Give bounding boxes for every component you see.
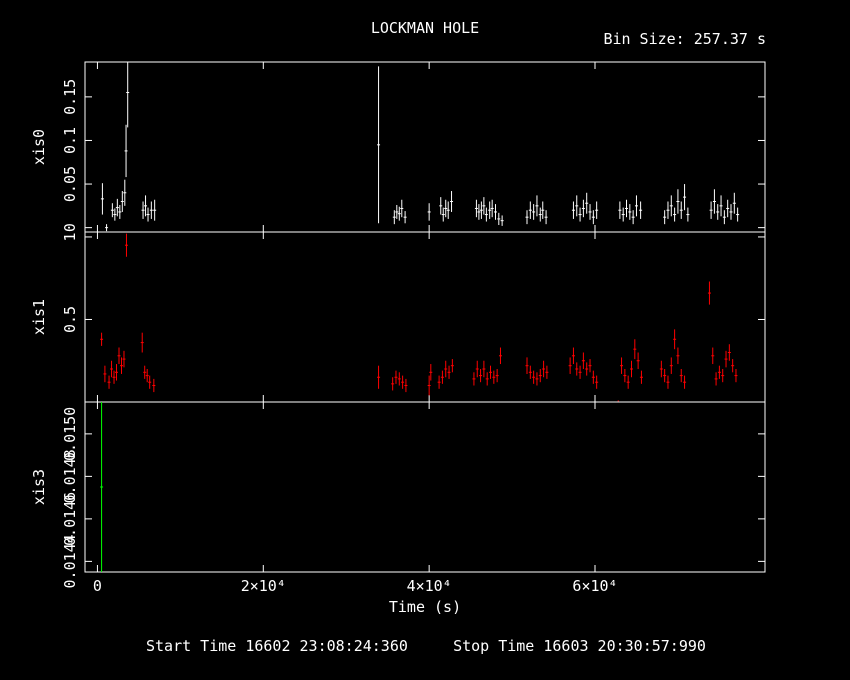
y-tick-label: 0.1 (61, 127, 79, 154)
x-tick-label: 0 (93, 577, 102, 595)
y-tick-label: 0 (61, 223, 79, 232)
y-axis-label: xis0 (30, 129, 48, 165)
x-axis-label: Time (s) (388, 598, 462, 616)
y-tick-label: 0.5 (61, 306, 79, 333)
x-tick-labels: 0 2×10⁴ 4×10⁴ 6×10⁴ (93, 577, 618, 595)
x-tick-label: 4×10⁴ (407, 577, 452, 595)
y-tick-label: 0.0146 (61, 492, 79, 546)
y-tick-label: 0.0150 (61, 407, 79, 461)
y-tick-label: 1 (61, 232, 79, 241)
y-tick-label: 0.0144 (61, 534, 79, 588)
panel-frame (84, 231, 766, 403)
x-tick-label: 6×10⁴ (572, 577, 617, 595)
y-tick-label: 0.15 (61, 79, 79, 115)
panel-frame (84, 401, 766, 573)
stop-time: Stop Time 16603 20:30:57:990 (453, 637, 706, 655)
start-time: Start Time 16602 23:08:24:360 (146, 637, 408, 655)
y-axis-label: xis3 (30, 469, 48, 505)
y-axis-label: xis1 (30, 299, 48, 335)
time-range: Start Time 16602 23:08:24:360 Stop Time … (146, 637, 706, 655)
data-points (100, 402, 104, 572)
panel-xis1: 0.5 1 xis1 (30, 231, 766, 403)
panel-frame (84, 61, 766, 233)
panel-xis0: 0 0.05 0.1 0.15 xis0 (30, 61, 766, 233)
y-tick-label: 0.0148 (61, 449, 79, 503)
data-points (100, 233, 738, 402)
y-tick-label: 0.05 (61, 166, 79, 202)
data-points (100, 62, 740, 232)
x-tick-label: 2×10⁴ (241, 577, 286, 595)
bin-size-label: Bin Size: 257.37 s (603, 30, 766, 48)
chart-title: LOCKMAN HOLE (370, 19, 480, 37)
